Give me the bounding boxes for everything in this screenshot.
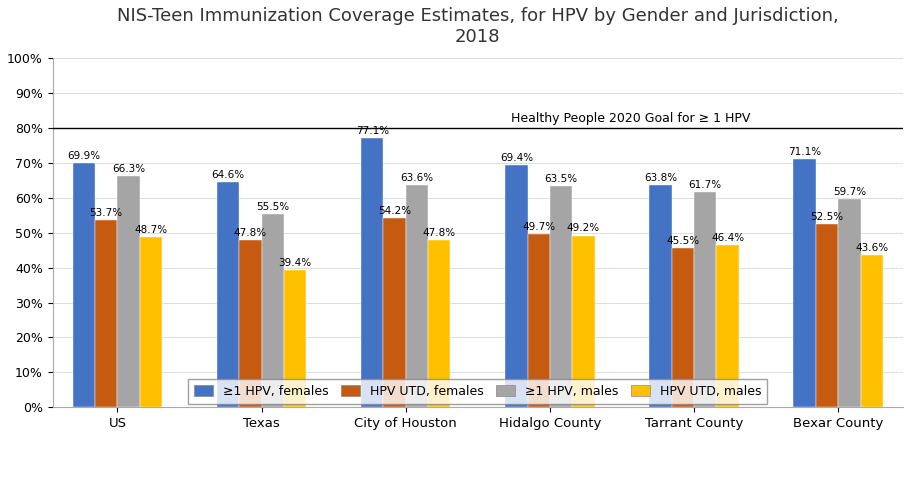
Text: 47.8%: 47.8% (422, 228, 456, 239)
Text: 77.1%: 77.1% (356, 126, 389, 136)
Text: 49.2%: 49.2% (567, 224, 600, 233)
Text: 53.7%: 53.7% (90, 208, 123, 218)
Text: 48.7%: 48.7% (135, 225, 167, 235)
Title: NIS-Teen Immunization Coverage Estimates, for HPV by Gender and Jurisdiction,
20: NIS-Teen Immunization Coverage Estimates… (116, 7, 839, 46)
Bar (572, 236, 594, 407)
Bar (716, 245, 739, 407)
Bar (550, 186, 572, 407)
Text: 46.4%: 46.4% (711, 233, 744, 243)
Text: 47.8%: 47.8% (234, 228, 267, 239)
Text: 45.5%: 45.5% (666, 236, 700, 246)
Bar (217, 182, 239, 407)
Bar (73, 163, 95, 407)
Bar (428, 240, 450, 407)
Text: 63.8%: 63.8% (644, 172, 677, 182)
Text: 54.2%: 54.2% (378, 206, 411, 216)
Bar (239, 240, 261, 407)
Bar (140, 237, 162, 407)
Bar (650, 185, 672, 407)
Bar (95, 220, 117, 407)
Text: 66.3%: 66.3% (112, 164, 146, 174)
Text: 52.5%: 52.5% (811, 212, 844, 222)
Text: Healthy People 2020 Goal for ≥ 1 HPV: Healthy People 2020 Goal for ≥ 1 HPV (511, 112, 751, 125)
Text: 69.4%: 69.4% (500, 153, 533, 163)
Text: 55.5%: 55.5% (257, 202, 289, 212)
Text: 43.6%: 43.6% (855, 243, 888, 253)
Text: 63.5%: 63.5% (544, 174, 578, 184)
Bar (383, 218, 406, 407)
Text: 59.7%: 59.7% (833, 187, 866, 197)
Bar (861, 255, 883, 407)
Text: 63.6%: 63.6% (400, 173, 433, 183)
Bar (794, 159, 816, 407)
Bar (528, 234, 550, 407)
Bar (261, 214, 284, 407)
Bar (284, 270, 307, 407)
Text: 69.9%: 69.9% (67, 151, 100, 161)
Bar (505, 165, 528, 407)
Text: 71.1%: 71.1% (788, 147, 821, 157)
Bar (838, 199, 861, 407)
Bar (672, 249, 694, 407)
Bar (694, 192, 716, 407)
Bar (816, 224, 838, 407)
Bar (117, 176, 140, 407)
Legend: ≥1 HPV, females, HPV UTD, females, ≥1 HPV, males, HPV UTD, males: ≥1 HPV, females, HPV UTD, females, ≥1 HP… (188, 379, 767, 404)
Text: 39.4%: 39.4% (278, 258, 311, 268)
Bar (406, 185, 428, 407)
Bar (361, 138, 383, 407)
Text: 61.7%: 61.7% (689, 180, 722, 190)
Text: 64.6%: 64.6% (211, 170, 245, 180)
Text: 49.7%: 49.7% (522, 222, 555, 232)
